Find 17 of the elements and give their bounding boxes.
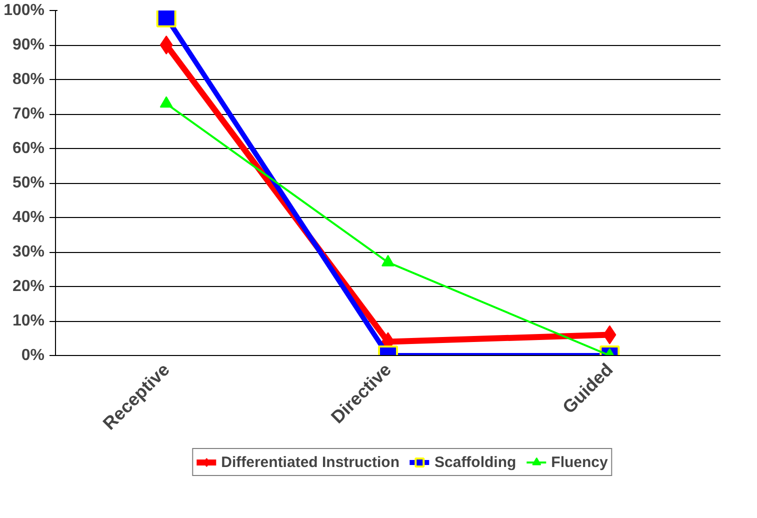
- legend-label: Fluency: [551, 454, 608, 470]
- y-tick-label: 30%: [12, 244, 45, 260]
- y-tick-label: 90%: [12, 36, 45, 54]
- y-tick-label: 80%: [12, 71, 45, 88]
- y-tick-label: 50%: [12, 174, 45, 192]
- y-tick-label: 60%: [12, 140, 45, 157]
- point: [160, 96, 173, 108]
- y-tick-label: 100%: [4, 2, 44, 19]
- legend-label: Differentiated Instruction: [221, 454, 400, 470]
- point: [382, 254, 394, 266]
- y-tick-label: 0%: [21, 347, 44, 364]
- y-tick-label: 70%: [12, 106, 45, 122]
- legend-label: Scaffolding: [434, 454, 516, 470]
- y-tick-label: 10%: [12, 312, 45, 330]
- y-tick-label: 20%: [12, 278, 45, 295]
- point: [160, 36, 173, 54]
- y-tick-label: 40%: [12, 209, 45, 226]
